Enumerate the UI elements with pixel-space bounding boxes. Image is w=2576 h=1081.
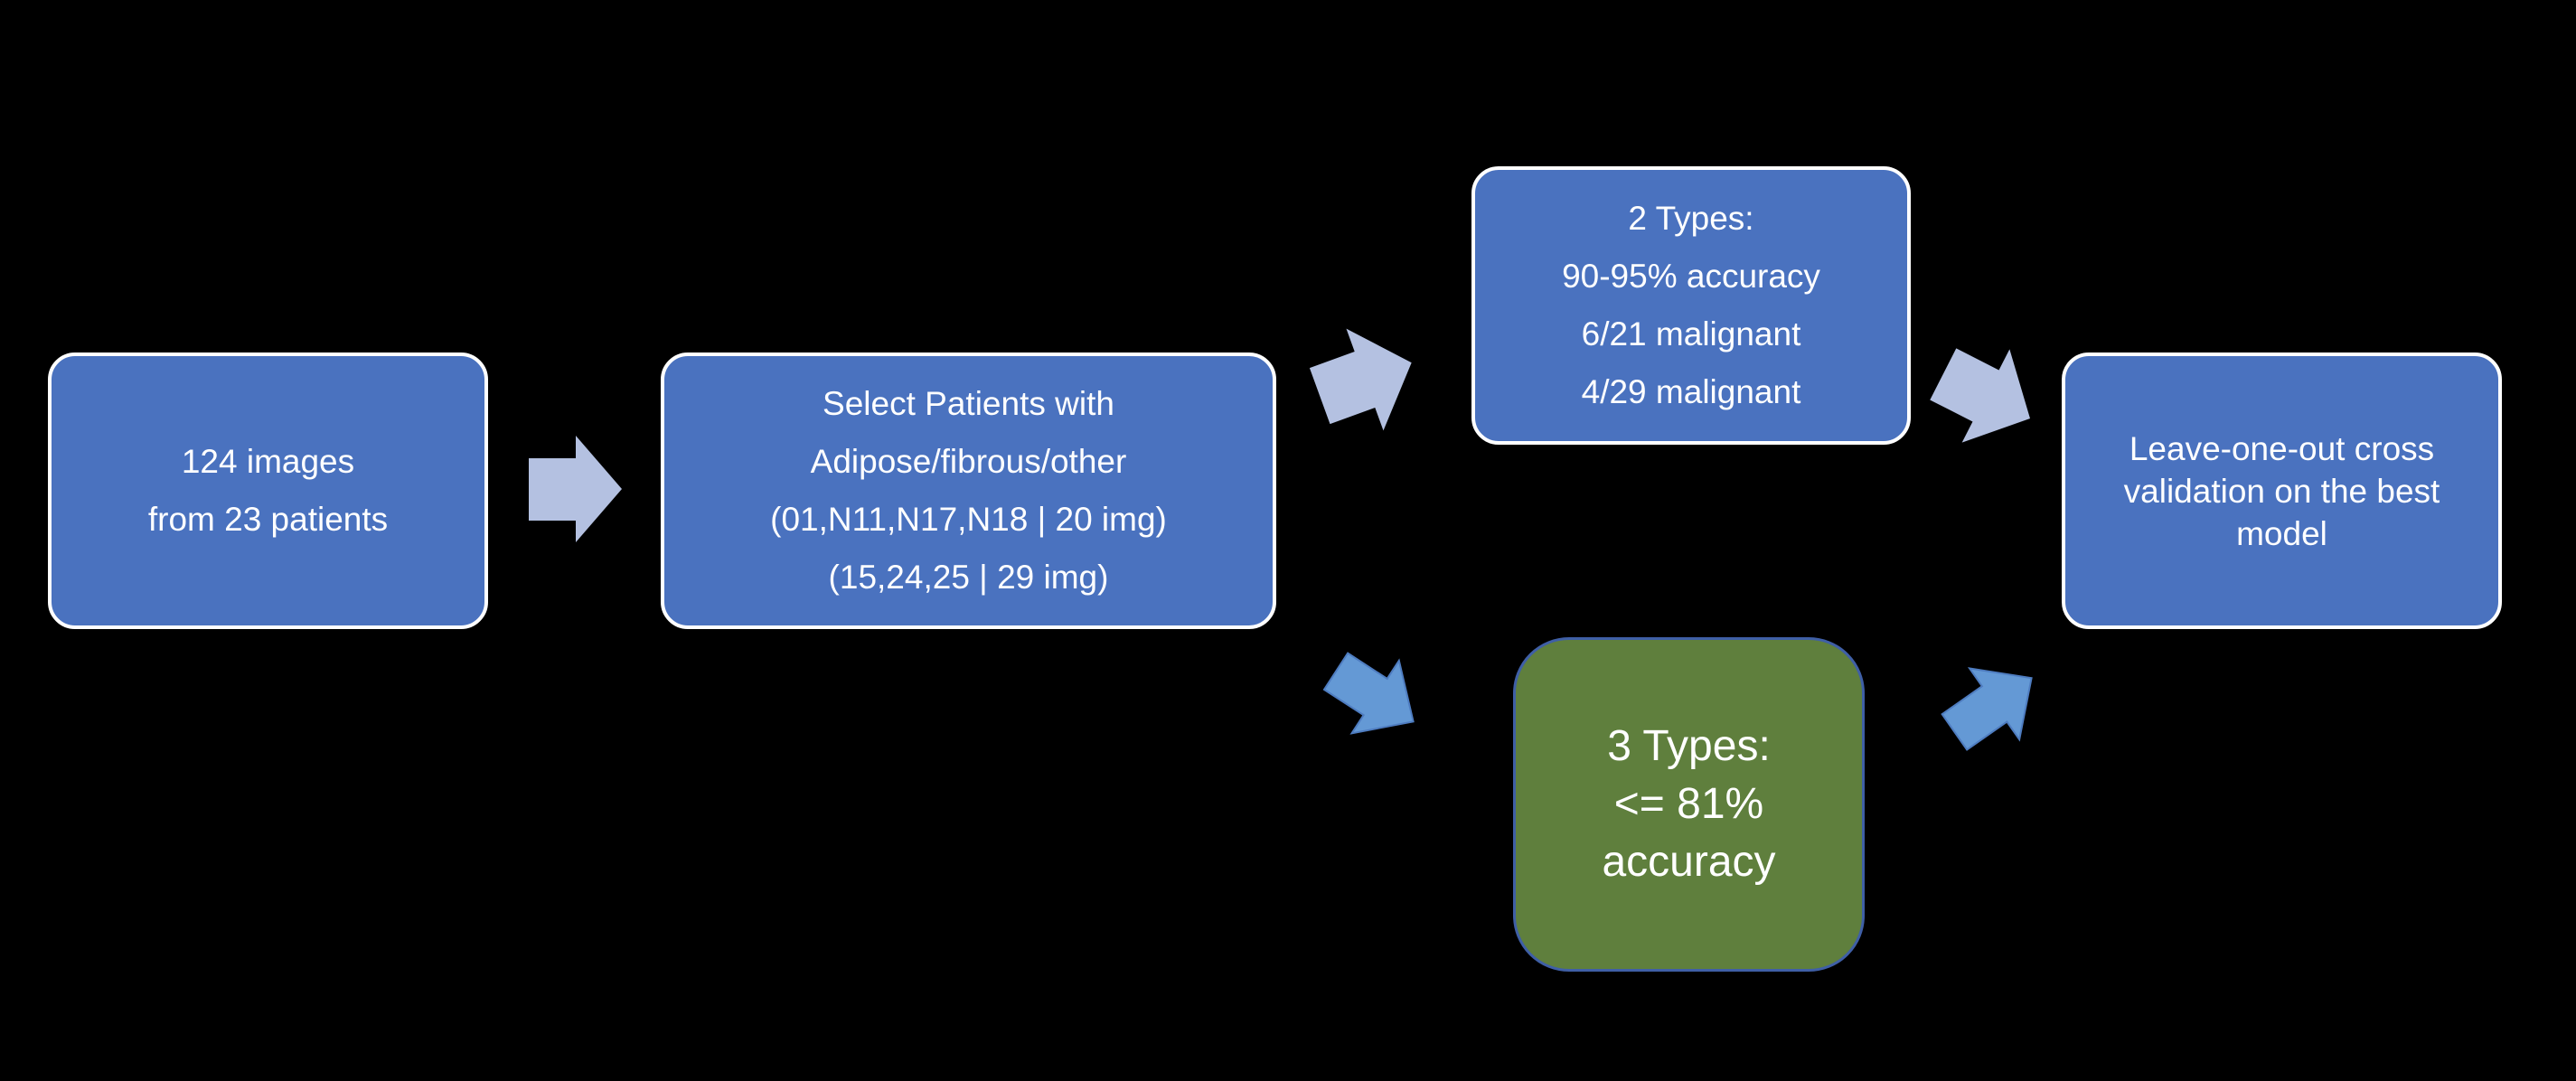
select-patients-box: Select Patients with Adipose/fibrous/oth… (661, 352, 1276, 629)
select-line-1: Select Patients with (823, 385, 1114, 422)
three-types-line-1: 3 Types: (1607, 722, 1771, 770)
two-types-line-2: 90-95% accuracy (1562, 258, 1820, 295)
loo-text: Leave-one-out cross validation on the be… (2123, 429, 2440, 552)
two-types-line-1: 2 Types: (1628, 200, 1754, 237)
select-line-3: (01,N11,N17,N18 | 20 img) (770, 501, 1167, 538)
three-types-box: 3 Types: <= 81% accuracy (1513, 637, 1865, 972)
two-types-line-4: 4/29 malignant (1581, 373, 1801, 410)
three-types-line-2: <= 81% (1613, 780, 1764, 828)
arrow-two-types-to-loo (1930, 348, 2031, 443)
source-line-2: from 23 patients (147, 501, 389, 538)
arrow-source-to-select (529, 436, 622, 542)
select-line-4: (15,24,25 | 29 img) (828, 559, 1109, 596)
two-types-line-3: 6/21 malignant (1581, 315, 1801, 352)
three-types-line-3: accuracy (1602, 838, 1776, 886)
select-line-2: Adipose/fibrous/other (810, 443, 1127, 480)
arrow-select-to-three-types (1322, 652, 1415, 735)
two-types-box: 2 Types: 90-95% accuracy 6/21 malignant … (1471, 166, 1911, 445)
arrow-select-to-two-types (1309, 328, 1412, 431)
leave-one-out-box: Leave-one-out cross validation on the be… (2062, 352, 2502, 629)
source-line-1: 124 images (181, 443, 355, 480)
arrow-three-types-to-loo (1941, 667, 2033, 751)
source-images-box: 124 images from 23 patients (48, 352, 488, 629)
